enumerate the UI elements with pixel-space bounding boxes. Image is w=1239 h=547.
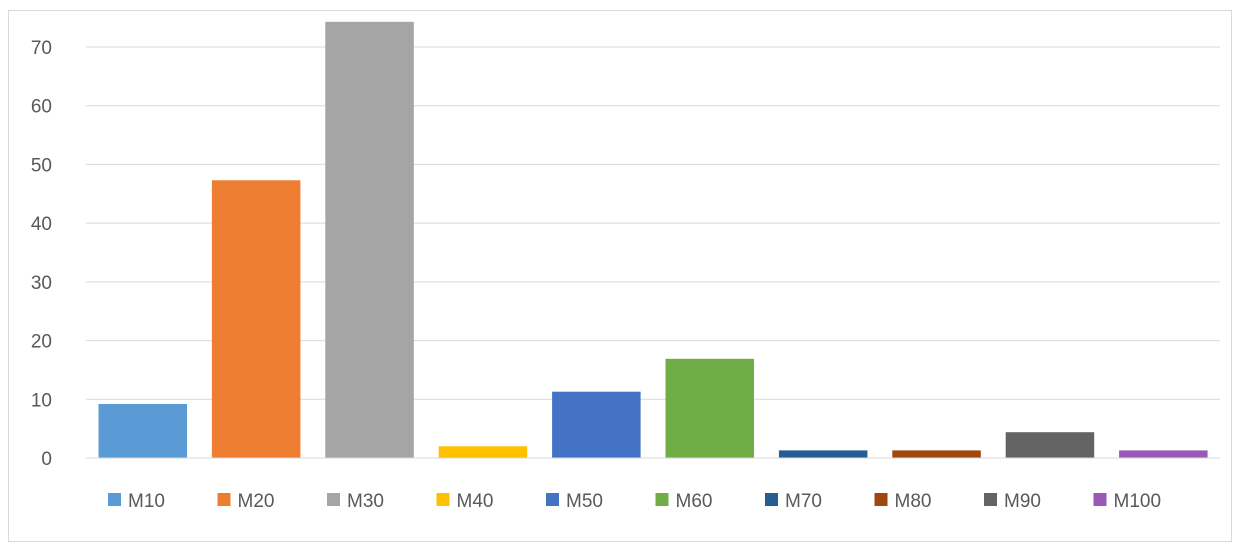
y-tick-label: 40 — [31, 214, 52, 235]
y-tick-label: 60 — [31, 97, 52, 118]
legend-label: M100 — [1114, 491, 1162, 512]
legend-item-m30: M30 — [327, 491, 384, 512]
legend-item-m60: M60 — [655, 491, 713, 512]
legend-swatch — [765, 493, 778, 506]
bar-m100 — [1119, 450, 1208, 458]
legend-item-m10: M10 — [108, 491, 165, 512]
bar-m40 — [438, 446, 528, 458]
legend-swatch — [327, 493, 340, 506]
bar-m90 — [1005, 432, 1095, 458]
legend-label: M40 — [457, 491, 494, 512]
legend-swatch — [108, 493, 121, 506]
legend-label: M10 — [128, 491, 165, 512]
bar-m70 — [778, 450, 868, 458]
legend-swatch — [1093, 493, 1107, 506]
legend-swatch — [546, 493, 559, 506]
legend-swatch — [217, 493, 231, 506]
bars — [98, 21, 1208, 459]
legend-swatch — [436, 493, 450, 506]
y-tick-label: 50 — [31, 155, 52, 176]
legend-label: M50 — [566, 491, 603, 512]
legend-label: M80 — [895, 491, 932, 512]
legend-label: M60 — [676, 491, 713, 512]
legend-label: M70 — [785, 491, 822, 512]
legend-swatch — [655, 493, 669, 506]
y-tick-label: 10 — [31, 390, 52, 411]
y-axis-ticks: 0 10 20 30 40 50 60 70 — [31, 38, 52, 470]
y-tick-label: 70 — [31, 38, 52, 59]
y-tick-label: 20 — [31, 332, 52, 353]
legend-swatch — [984, 493, 997, 506]
legend-item-m20: M20 — [217, 491, 275, 512]
bar-m20 — [211, 180, 301, 459]
legend-item-m90: M90 — [984, 491, 1041, 512]
legend-label: M20 — [238, 491, 275, 512]
y-tick-label: 30 — [31, 273, 52, 294]
legend-label: M90 — [1004, 491, 1041, 512]
bar-m30 — [325, 21, 414, 459]
bar-m50 — [552, 391, 641, 458]
legend-item-m40: M40 — [436, 491, 494, 512]
legend-swatch — [874, 493, 888, 506]
legend-item-m80: M80 — [874, 491, 932, 512]
bar-m80 — [892, 450, 981, 458]
legend-item-m70: M70 — [765, 491, 822, 512]
legend: M10 M20 M30 M40 M50 M60 M70 M80 M90 M100 — [108, 491, 1161, 512]
bar-m10 — [98, 404, 187, 458]
legend-item-m50: M50 — [546, 491, 603, 512]
legend-label: M30 — [347, 491, 384, 512]
bar-m60 — [665, 358, 754, 458]
y-tick-label: 0 — [41, 449, 52, 470]
legend-item-m100: M100 — [1093, 491, 1162, 512]
